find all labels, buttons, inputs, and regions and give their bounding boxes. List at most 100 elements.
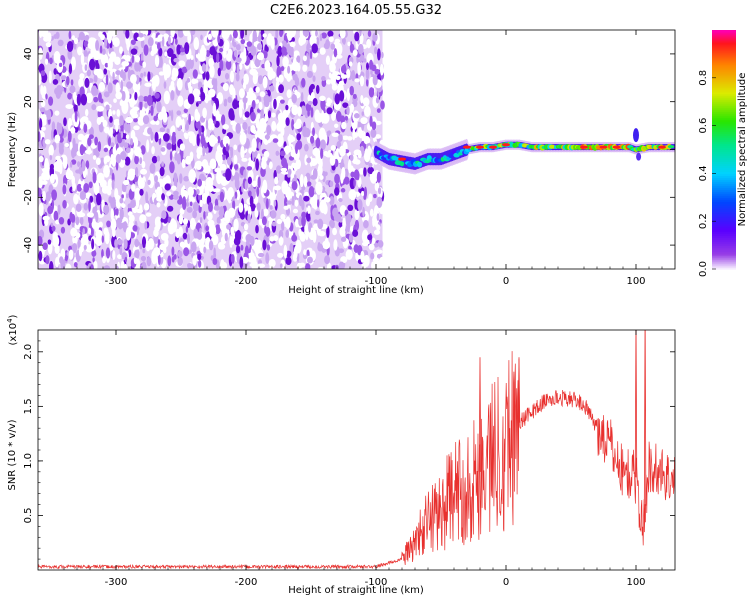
colorbar-swatch [712,83,736,87]
noise-speckle [208,202,213,213]
colorbar-swatch [712,243,736,246]
noise-speckle [263,50,268,59]
trace-peak [580,145,588,149]
noise-speckle [219,205,225,218]
noise-speckle [77,46,83,56]
noise-speckle [205,211,209,217]
noise-speckle [240,38,246,45]
noise-speckle [301,77,306,88]
noise-speckle [70,227,78,238]
noise-speckle [39,118,43,131]
noise-speckle [232,99,239,110]
noise-speckle [182,198,187,211]
noise-speckle [141,160,146,169]
noise-speckle [339,90,345,102]
noise-speckle [315,137,321,149]
noise-speckle [190,30,196,36]
noise-speckle [261,216,267,226]
noise-speckle [169,218,176,231]
noise-speckle [91,103,97,111]
colorbar-swatch [712,137,736,141]
x-tick-label: -100 [365,276,388,287]
noise-speckle [182,218,189,225]
noise-speckle [38,155,44,163]
noise-speckle [197,253,202,260]
noise-speckle [252,73,258,85]
trace-peak [398,157,406,161]
noise-speckle [296,55,301,64]
noise-speckle [88,200,91,212]
y-tick-label: 1.0 [23,453,34,469]
noise-speckle [95,157,101,166]
noise-speckle [103,91,110,98]
noise-speckle [142,248,146,254]
noise-speckle [217,135,221,144]
colorbar-swatch [712,193,736,196]
noise-speckle [276,133,284,148]
noise-speckle [352,93,357,100]
noise-speckle [49,173,55,184]
noise-speckle [156,42,161,50]
noise-speckle [112,226,116,238]
noise-speckle [179,241,185,248]
noise-speckle [154,37,163,42]
noise-speckle [280,30,284,35]
noise-speckle [103,164,110,178]
noise-speckle [278,74,284,83]
noise-speckle [222,124,229,130]
noise-speckle [353,113,360,119]
colorbar-swatch [712,119,736,123]
noise-speckle [146,94,153,107]
noise-speckle [128,82,134,88]
x-tick-label: 100 [626,276,645,287]
noise-speckle [147,71,151,82]
noise-speckle [154,30,158,33]
noise-speckle [325,102,331,107]
noise-speckle [87,227,92,235]
noise-speckle [188,134,195,144]
noise-speckle [225,143,229,148]
noise-speckle [376,213,380,222]
noise-speckle [222,47,227,59]
noise-speckle [58,62,63,68]
noise-speckle [270,210,277,219]
noise-speckle [181,113,188,118]
noise-speckle [233,49,238,58]
x-tick-label: 100 [626,577,645,588]
noise-speckle [93,74,98,83]
noise-speckle [98,221,103,228]
noise-speckle [127,203,132,209]
noise-speckle [367,30,372,37]
colorbar-swatch [712,149,736,153]
colorbar-swatch [712,61,736,65]
noise-speckle [359,54,365,61]
noise-speckle [67,92,73,100]
colorbar-swatch [712,95,736,99]
noise-speckle [252,30,257,42]
noise-speckle [178,213,184,225]
noise-speckle [320,98,326,110]
noise-speckle [363,167,367,177]
noise-speckle [277,45,283,57]
noise-speckle [243,73,249,85]
trace-peak [658,145,666,149]
noise-speckle [184,42,190,55]
noise-speckle [176,77,183,91]
noise-speckle [327,30,334,37]
colorbar-swatch [712,181,736,184]
noise-speckle [147,37,154,47]
noise-speckle [362,97,370,107]
noise-speckle [110,208,115,221]
noise-speckle [115,82,121,95]
noise-speckle [200,176,207,181]
noise-speckle [348,61,353,67]
noise-speckle [109,124,113,138]
noise-speckle [349,154,354,162]
trace-peak [612,145,621,149]
noise-speckle [161,161,164,167]
noise-speckle [219,47,224,53]
noise-speckle [159,243,167,251]
noise-speckle [304,154,309,166]
noise-speckle [116,217,123,224]
colorbar-swatch [712,41,736,45]
